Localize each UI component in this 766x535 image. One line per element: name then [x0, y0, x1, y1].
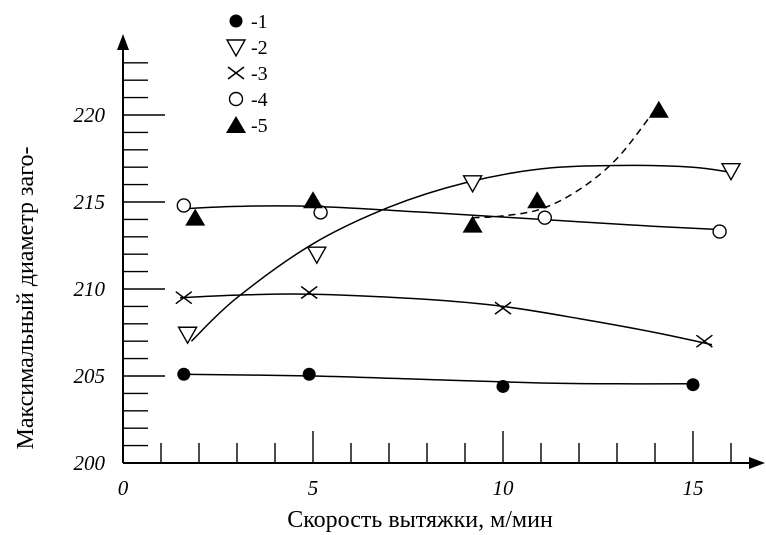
- x-marker-stroke: [227, 66, 245, 80]
- legend-5-label: -5: [251, 115, 268, 137]
- series-2-curve: [190, 164, 732, 342]
- series-curves: [179, 109, 732, 385]
- series-4-point: [712, 224, 727, 239]
- legend-4-marker: [228, 91, 244, 107]
- series-5-curve: [472, 109, 656, 219]
- series-1-point: [177, 367, 191, 381]
- x-tick-label: 15: [683, 476, 704, 500]
- series-3-point: [300, 285, 318, 300]
- axes: [117, 34, 765, 469]
- axis-ticks: [123, 62, 732, 464]
- y-axis-title: Максимальный диаметр заго-: [13, 147, 39, 450]
- series-5-point: [648, 100, 669, 118]
- series-2-point: [720, 162, 742, 182]
- legend-4-label: -4: [251, 89, 268, 111]
- x-tick-label: 5: [308, 476, 319, 500]
- legend: -1 -2 -3 -4 -5: [225, 11, 268, 137]
- y-tick-label: 220: [74, 103, 106, 127]
- x-marker-stroke: [494, 301, 512, 315]
- data-points: [175, 100, 742, 393]
- legend-1-marker: [229, 14, 243, 28]
- y-tick-label: 210: [74, 277, 106, 301]
- series-1-point: [686, 378, 700, 392]
- legend-5-marker: [226, 116, 246, 133]
- series-4-point: [176, 198, 192, 213]
- y-tick-label: 215: [74, 190, 106, 214]
- series-5-point: [462, 215, 483, 233]
- y-tick-label: 205: [74, 364, 106, 388]
- x-tick-label: 0: [118, 476, 129, 500]
- series-4-point: [537, 210, 552, 225]
- series-2-point: [306, 246, 327, 265]
- series-5-point: [527, 191, 548, 209]
- series-3-curve: [179, 293, 713, 346]
- series-4-curve: [179, 205, 724, 231]
- series-3-point: [695, 334, 713, 348]
- series-2-point: [462, 175, 483, 194]
- series-1-curve: [179, 373, 694, 385]
- x-marker-stroke: [175, 291, 193, 305]
- series-5-point: [303, 191, 323, 209]
- series-2-point: [177, 326, 198, 345]
- x-axis-arrow: [749, 457, 765, 469]
- legend-3-label: -3: [251, 63, 268, 85]
- series-1-point: [302, 367, 316, 381]
- legend-2-marker: [225, 39, 247, 58]
- x-marker-stroke: [300, 285, 318, 300]
- series-1-point: [496, 379, 510, 393]
- series-5-point: [185, 208, 206, 226]
- legend-2-label: -2: [251, 37, 268, 59]
- series-3-point: [494, 301, 512, 315]
- series-3-point: [175, 291, 193, 305]
- y-axis-arrow: [117, 34, 129, 50]
- tick-labels: 200 205 210 215 220 0 5 10 15: [74, 103, 704, 500]
- x-tick-label: 10: [493, 476, 515, 500]
- y-tick-label: 200: [74, 451, 106, 475]
- legend-3-marker: [227, 66, 245, 80]
- legend-1-label: -1: [251, 11, 268, 33]
- x-marker-stroke: [695, 334, 713, 348]
- x-axis-title: Скорость вытяжки, м/мин: [287, 507, 553, 533]
